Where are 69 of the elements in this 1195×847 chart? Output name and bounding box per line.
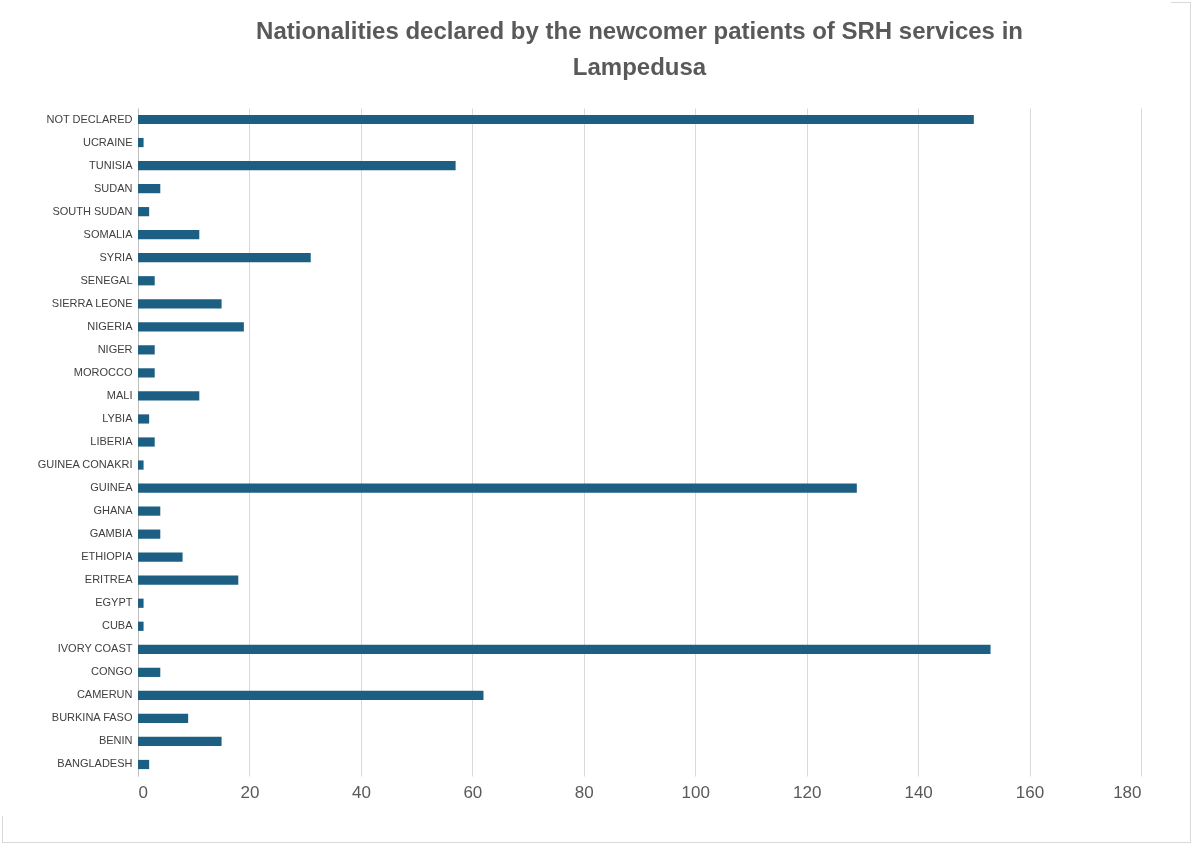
y-tick-label: GUINEA bbox=[90, 481, 134, 494]
y-tick-label: SYRIA bbox=[99, 250, 134, 263]
bar bbox=[138, 184, 161, 194]
y-tick-label: NIGERIA bbox=[87, 319, 134, 332]
y-tick-label: CONGO bbox=[90, 665, 133, 678]
bar bbox=[138, 667, 161, 677]
bar bbox=[138, 414, 150, 424]
bar bbox=[138, 207, 150, 217]
y-tick-label: CAMERUN bbox=[76, 688, 133, 701]
x-tick-label: 60 bbox=[463, 782, 483, 802]
y-tick-label: TUNISIA bbox=[89, 158, 134, 171]
y-tick-label: SOUTH SUDAN bbox=[52, 204, 133, 217]
bar bbox=[138, 759, 150, 770]
bar bbox=[138, 736, 222, 747]
bar bbox=[138, 644, 991, 654]
y-tick-label: BENIN bbox=[98, 734, 133, 747]
x-tick-label: 40 bbox=[351, 782, 371, 802]
x-tick-label: 80 bbox=[574, 782, 594, 802]
chart-title: Nationalities declared by the newcomer patients of SRH services in Lampedusa bbox=[256, 17, 1023, 80]
y-tick-label: GHANA bbox=[93, 504, 134, 517]
x-tick-label: 140 bbox=[904, 782, 933, 802]
y-tick-label: GAMBIA bbox=[89, 527, 134, 540]
y-tick-label: SIERRA LEONE bbox=[51, 296, 133, 309]
bar bbox=[138, 552, 183, 562]
x-tick-label: 120 bbox=[792, 782, 822, 802]
bar bbox=[138, 437, 155, 447]
bar bbox=[138, 598, 144, 608]
bar bbox=[138, 483, 857, 493]
bar bbox=[138, 460, 144, 470]
y-tick-label: BURKINA FASO bbox=[51, 711, 133, 724]
x-tick-label: 100 bbox=[681, 782, 710, 802]
y-tick-label: MOROCCO bbox=[73, 365, 133, 378]
y-tick-label: MALI bbox=[106, 388, 133, 401]
bar bbox=[138, 160, 456, 171]
y-tick-label: NIGER bbox=[97, 342, 133, 355]
y-tick-label: LIBERIA bbox=[90, 435, 134, 447]
bar bbox=[138, 345, 155, 355]
x-tick-label: 160 bbox=[1015, 782, 1045, 802]
y-tick-label: EGYPT bbox=[95, 596, 133, 609]
bar bbox=[138, 368, 155, 378]
bar bbox=[138, 276, 155, 286]
bar bbox=[138, 713, 189, 724]
y-tick-label: ETHIOPIA bbox=[81, 550, 134, 563]
y-tick-label: UCRAINE bbox=[82, 135, 133, 148]
bar bbox=[138, 506, 161, 516]
y-tick-label: LYBIA bbox=[102, 411, 134, 424]
bar bbox=[138, 253, 311, 263]
y-tick-label: GUINEA CONAKRI bbox=[37, 458, 133, 471]
y-tick-label: SUDAN bbox=[93, 181, 133, 194]
y-tick-label: SOMALIA bbox=[83, 227, 134, 240]
y-tick-label: NOT DECLARED bbox=[46, 112, 133, 125]
bar bbox=[138, 114, 974, 125]
bar bbox=[138, 322, 244, 332]
x-tick-label: 20 bbox=[240, 782, 260, 802]
bar bbox=[138, 391, 200, 401]
bar bbox=[138, 690, 484, 700]
bar bbox=[138, 137, 144, 148]
bar bbox=[138, 299, 222, 309]
bar bbox=[138, 575, 239, 585]
y-tick-label: IVORY COAST bbox=[57, 642, 133, 655]
bar bbox=[138, 621, 144, 631]
y-tick-label: BANGLADESH bbox=[57, 757, 133, 770]
y-tick-label: SENEGAL bbox=[80, 273, 133, 286]
x-tick-label: 0 bbox=[138, 782, 148, 802]
bar bbox=[138, 230, 200, 240]
y-tick-label: ERITREA bbox=[84, 573, 134, 586]
bar bbox=[138, 529, 161, 539]
y-tick-label: CUBA bbox=[101, 619, 134, 632]
x-tick-label: 180 bbox=[1113, 782, 1142, 802]
